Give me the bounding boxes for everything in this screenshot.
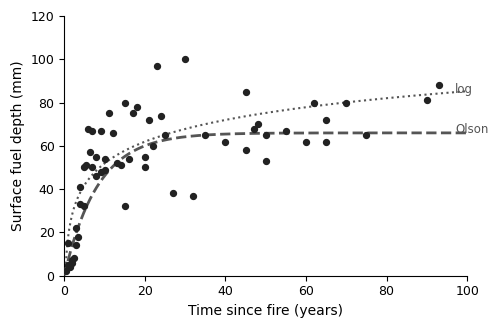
Point bbox=[181, 57, 189, 62]
Point bbox=[64, 240, 72, 246]
Point bbox=[74, 234, 82, 239]
Point bbox=[86, 150, 94, 155]
Point bbox=[141, 154, 149, 159]
Point bbox=[161, 132, 169, 138]
Point bbox=[202, 132, 209, 138]
Point bbox=[82, 163, 90, 168]
Point bbox=[423, 98, 431, 103]
Point bbox=[76, 202, 84, 207]
Point bbox=[189, 193, 197, 198]
Point bbox=[153, 63, 161, 68]
Point bbox=[250, 126, 258, 131]
Point bbox=[120, 100, 128, 105]
Point bbox=[116, 163, 124, 168]
Point bbox=[145, 117, 153, 122]
Point bbox=[68, 258, 76, 263]
Point bbox=[92, 154, 100, 159]
Text: Olson: Olson bbox=[455, 123, 488, 136]
Point bbox=[310, 100, 318, 105]
Point bbox=[88, 165, 96, 170]
Point bbox=[80, 204, 88, 209]
Point bbox=[222, 139, 230, 144]
Point bbox=[141, 165, 149, 170]
Point bbox=[100, 167, 108, 172]
Point bbox=[72, 243, 80, 248]
Point bbox=[80, 165, 88, 170]
Point bbox=[262, 158, 270, 164]
Point bbox=[96, 169, 104, 174]
Point bbox=[76, 184, 84, 190]
Point bbox=[242, 89, 250, 94]
Point bbox=[100, 156, 108, 162]
Point bbox=[262, 132, 270, 138]
Point bbox=[302, 139, 310, 144]
Point bbox=[242, 147, 250, 153]
Point bbox=[169, 191, 177, 196]
Point bbox=[96, 128, 104, 133]
Point bbox=[120, 204, 128, 209]
Point bbox=[254, 122, 262, 127]
Point bbox=[322, 139, 330, 144]
Point bbox=[62, 269, 70, 274]
Point bbox=[133, 104, 141, 110]
Point bbox=[108, 130, 116, 136]
Point bbox=[362, 132, 370, 138]
X-axis label: Time since fire (years): Time since fire (years) bbox=[188, 304, 343, 318]
Point bbox=[112, 161, 120, 166]
Point bbox=[149, 143, 157, 148]
Point bbox=[70, 256, 78, 261]
Point bbox=[84, 126, 92, 131]
Point bbox=[124, 156, 132, 162]
Point bbox=[322, 117, 330, 122]
Point bbox=[64, 262, 72, 267]
Point bbox=[129, 111, 137, 116]
Point bbox=[88, 128, 96, 133]
Point bbox=[68, 260, 76, 265]
Text: log: log bbox=[455, 83, 473, 96]
Point bbox=[282, 128, 290, 133]
Point bbox=[72, 225, 80, 231]
Point bbox=[104, 111, 112, 116]
Point bbox=[435, 83, 443, 88]
Point bbox=[157, 113, 165, 118]
Point bbox=[66, 264, 74, 269]
Point bbox=[92, 173, 100, 179]
Y-axis label: Surface fuel depth (mm): Surface fuel depth (mm) bbox=[11, 61, 25, 231]
Point bbox=[342, 100, 350, 105]
